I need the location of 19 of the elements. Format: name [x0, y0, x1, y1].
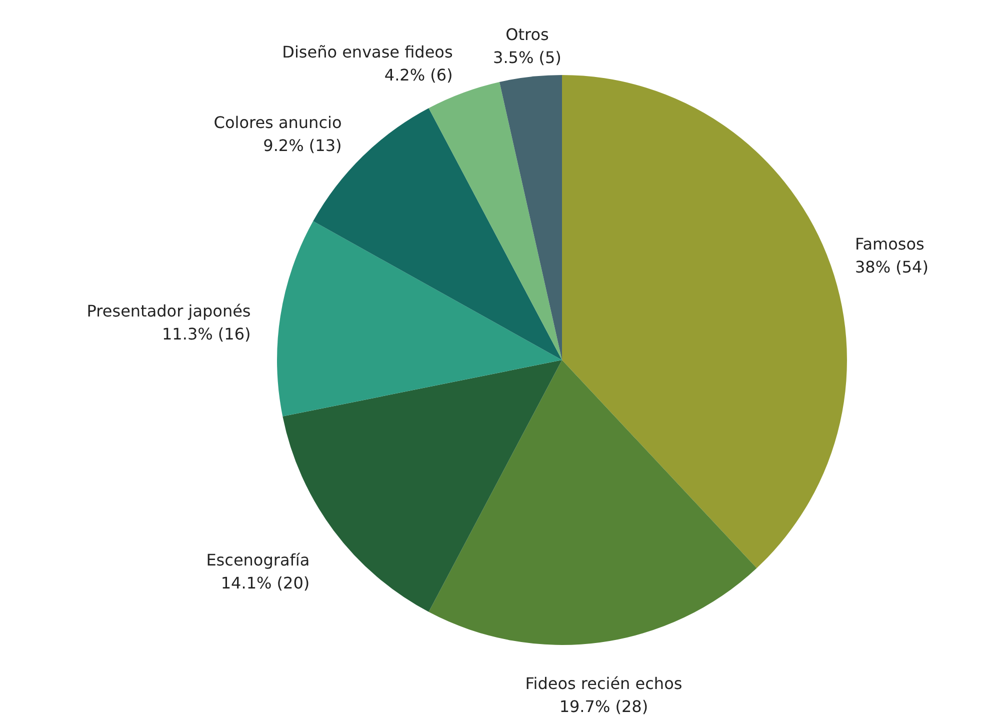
- slice-label: Fideos recién echos: [525, 674, 682, 694]
- data-label: 14.1% (20): [220, 574, 310, 593]
- data-label: 4.2% (6): [384, 66, 453, 85]
- slice-label: Famosos: [854, 234, 924, 254]
- slice-label: Otros: [506, 24, 549, 44]
- data-label: 9.2% (13): [263, 136, 342, 155]
- data-label: 19.7% (28): [559, 697, 648, 716]
- data-label: 38% (54): [854, 257, 928, 276]
- slice-label: Escenografía: [206, 550, 310, 570]
- pie-slice: [277, 221, 562, 416]
- data-label: 11.3% (16): [162, 324, 251, 344]
- slice-label: Colores anuncio: [214, 112, 342, 132]
- pie-slice: [428, 360, 757, 645]
- pie-slice: [499, 75, 562, 360]
- slice-label: Presentador japonés: [86, 301, 251, 320]
- data-label: 3.5% (5): [493, 48, 562, 67]
- slice-label: Diseño envase fideos: [282, 42, 453, 62]
- pie-slice: [428, 82, 562, 360]
- pie-slice: [562, 75, 846, 568]
